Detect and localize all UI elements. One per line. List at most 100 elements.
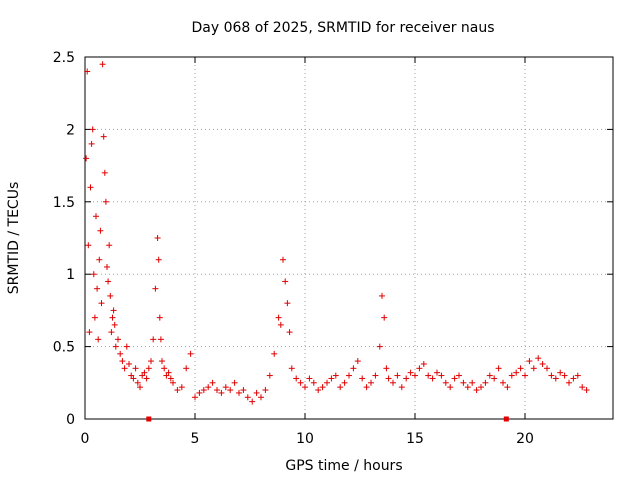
data-point xyxy=(154,235,161,241)
data-point xyxy=(110,307,117,314)
data-point xyxy=(209,379,216,386)
data-point xyxy=(178,384,185,391)
data-point xyxy=(302,384,308,391)
data-point xyxy=(464,384,471,391)
data-point xyxy=(429,375,436,382)
data-point xyxy=(482,379,489,386)
data-point xyxy=(491,375,498,382)
y-tick-label: 0.5 xyxy=(53,340,75,356)
x-axis-marker xyxy=(146,416,152,422)
data-point xyxy=(544,365,550,372)
data-point xyxy=(104,263,110,270)
data-point xyxy=(416,365,423,372)
data-point xyxy=(84,68,91,75)
data-point xyxy=(99,61,106,68)
data-point xyxy=(132,365,139,372)
data-point xyxy=(130,375,137,382)
data-point xyxy=(148,358,154,365)
data-point xyxy=(102,198,109,205)
data-point xyxy=(412,372,418,379)
data-point xyxy=(310,379,317,386)
data-point xyxy=(368,379,374,386)
data-point xyxy=(293,375,300,382)
data-point xyxy=(284,300,291,307)
data-point xyxy=(579,384,586,391)
data-point xyxy=(123,343,130,350)
data-point xyxy=(530,365,537,372)
data-point xyxy=(89,126,96,133)
data-point xyxy=(157,336,164,343)
data-point xyxy=(159,358,165,365)
data-point xyxy=(280,256,286,263)
data-point xyxy=(145,365,152,372)
data-point xyxy=(561,372,568,379)
axis-ticks xyxy=(84,56,613,420)
x-tick-label: 0 xyxy=(81,431,90,447)
data-point xyxy=(192,394,198,401)
axis-markers xyxy=(146,416,509,422)
data-point xyxy=(500,379,506,386)
data-point xyxy=(363,384,370,391)
data-point xyxy=(231,379,238,386)
data-point xyxy=(425,372,432,379)
data-point xyxy=(403,375,410,382)
data-point xyxy=(535,355,542,362)
data-point xyxy=(86,329,93,336)
data-point xyxy=(372,372,379,379)
data-point xyxy=(174,387,181,394)
x-tick-label: 10 xyxy=(296,431,314,447)
data-point xyxy=(183,365,190,372)
data-point xyxy=(341,379,348,386)
plot-frame xyxy=(84,56,614,420)
data-point xyxy=(359,375,366,382)
data-point xyxy=(249,398,256,405)
data-point xyxy=(469,379,476,386)
data-point xyxy=(150,336,157,343)
data-point xyxy=(456,372,462,379)
data-point xyxy=(117,350,124,357)
y-tick-label: 1.5 xyxy=(53,195,75,211)
data-point xyxy=(442,379,449,386)
data-point xyxy=(297,379,304,386)
data-point xyxy=(319,384,326,391)
data-point xyxy=(504,384,511,391)
data-point xyxy=(161,365,168,372)
data-point xyxy=(109,314,116,321)
data-point xyxy=(94,285,101,292)
data-point xyxy=(350,365,357,372)
chart-title: Day 068 of 2025, SRMTID for receiver nau… xyxy=(191,20,494,36)
data-points xyxy=(83,61,590,405)
x-tick-labels: 0 5 10 15 20 xyxy=(81,431,534,447)
data-point xyxy=(134,379,141,386)
data-point xyxy=(277,321,284,328)
data-point xyxy=(115,336,121,343)
data-point xyxy=(473,387,480,394)
data-point xyxy=(275,314,282,321)
data-point xyxy=(282,278,289,285)
data-point xyxy=(522,372,528,379)
data-point xyxy=(152,285,159,292)
data-point xyxy=(91,314,98,321)
x-tick-label: 20 xyxy=(516,431,534,447)
data-point xyxy=(83,155,90,162)
data-point xyxy=(548,372,555,379)
data-point xyxy=(286,329,293,336)
data-point xyxy=(460,379,467,386)
data-point xyxy=(111,321,118,328)
data-point xyxy=(236,389,242,396)
data-point xyxy=(262,387,269,394)
data-point xyxy=(332,372,339,379)
data-point xyxy=(96,256,103,263)
data-point xyxy=(165,369,172,376)
data-point xyxy=(337,384,344,391)
data-point xyxy=(513,369,520,376)
data-point xyxy=(486,372,493,379)
data-point xyxy=(155,256,162,263)
data-point xyxy=(88,140,95,147)
data-point xyxy=(383,365,390,372)
data-point xyxy=(288,365,295,372)
data-point xyxy=(570,375,577,382)
data-point xyxy=(156,314,163,321)
data-point xyxy=(583,387,590,394)
